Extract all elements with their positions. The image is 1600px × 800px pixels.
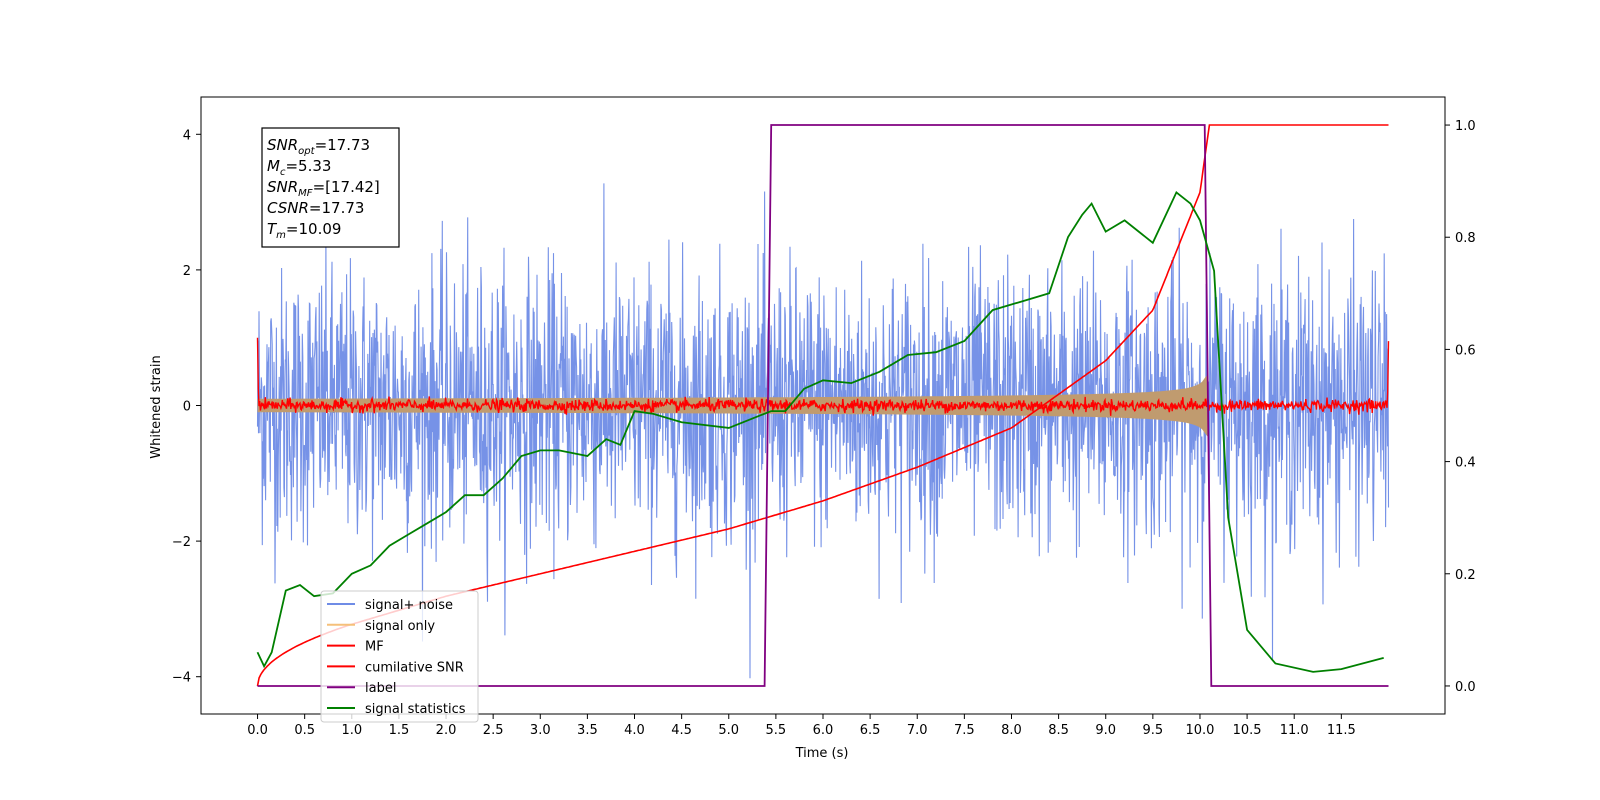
x-tick-label: 10.5: [1233, 723, 1262, 738]
annotation-line: CSNR=17.73: [267, 199, 364, 217]
x-tick-label: 7.5: [954, 723, 975, 738]
y2-tick-label: 1.0: [1455, 119, 1476, 134]
y-tick-label: 4: [183, 128, 191, 143]
y2-tick-label: 0.6: [1455, 343, 1476, 358]
series-label: [257, 124, 1389, 687]
x-tick-label: 9.0: [1095, 723, 1116, 738]
x-tick-label: 4.5: [671, 723, 692, 738]
x-tick-label: 5.5: [766, 723, 787, 738]
y2-tick-label: 0.8: [1455, 231, 1476, 246]
annotation-box: SNRopt=17.73Mc=5.33SNRMF=[17.42]CSNR=17.…: [261, 127, 400, 248]
x-tick-label: 3.5: [577, 723, 598, 738]
x-tick-label: 1.5: [389, 723, 410, 738]
x-tick-label: 8.0: [1001, 723, 1022, 738]
y2-tick-label: 0.4: [1455, 456, 1476, 471]
legend-item-label: MF: [365, 640, 384, 655]
annotation-line: Mc=5.33: [267, 157, 331, 178]
series-mf: [256, 337, 1390, 416]
x-tick-label: 1.0: [341, 723, 362, 738]
x-tick-label: 4.0: [624, 723, 645, 738]
x-tick-label: 6.0: [813, 723, 834, 738]
x-tick-label: 10.0: [1185, 723, 1214, 738]
x-tick-label: 0.0: [247, 723, 268, 738]
x-tick-label: 6.5: [860, 723, 881, 738]
y-tick-label: 2: [183, 264, 191, 279]
annotation-frame: [261, 127, 400, 248]
y2-tick-label: 0.2: [1455, 568, 1476, 583]
y2-tick-label: 0.0: [1455, 680, 1476, 695]
y-tick-label: 0: [183, 400, 191, 415]
x-tick-label: 11.0: [1280, 723, 1309, 738]
x-tick-label: 0.5: [294, 723, 315, 738]
x-tick-label: 5.0: [718, 723, 739, 738]
annotation-line: SNRopt=17.73: [267, 136, 370, 157]
x-tick-label: 8.5: [1048, 723, 1069, 738]
y-tick-label: −2: [172, 535, 191, 550]
x-tick-label: 3.0: [530, 723, 551, 738]
annotation-line: SNRMF=[17.42]: [267, 178, 380, 199]
axes: 0.0 0.5 1.0 1.5 2.0 2.5 3.0 3.5 4.0 4.5 5.0 5.5 6.0 6…: [172, 96, 1476, 738]
legend-item-label: signal+ noise: [365, 598, 453, 613]
x-tick-label: 2.5: [483, 723, 504, 738]
legend-frame: [320, 590, 479, 723]
x-axis-label: Time (s): [795, 746, 849, 761]
legend-item-label: cumilative SNR: [365, 660, 464, 675]
y-axis-label: Whitened strain: [149, 355, 164, 458]
series-signal-statistics: [256, 190, 1384, 673]
annotation-line: Tm=10.09: [267, 220, 341, 241]
x-tick-label: 2.0: [436, 723, 457, 738]
y-tick-label: −4: [172, 671, 191, 686]
x-tick-label: 11.5: [1327, 723, 1356, 738]
x-tick-label: 7.0: [907, 723, 928, 738]
legend: signal+ noise signal only MF cumilative SNR…: [320, 590, 479, 723]
legend-item-label: label: [365, 681, 396, 696]
legend-item-label: signal only: [365, 619, 435, 634]
x-tick-label: 9.5: [1143, 723, 1164, 738]
legend-item-label: signal statistics: [365, 702, 466, 717]
